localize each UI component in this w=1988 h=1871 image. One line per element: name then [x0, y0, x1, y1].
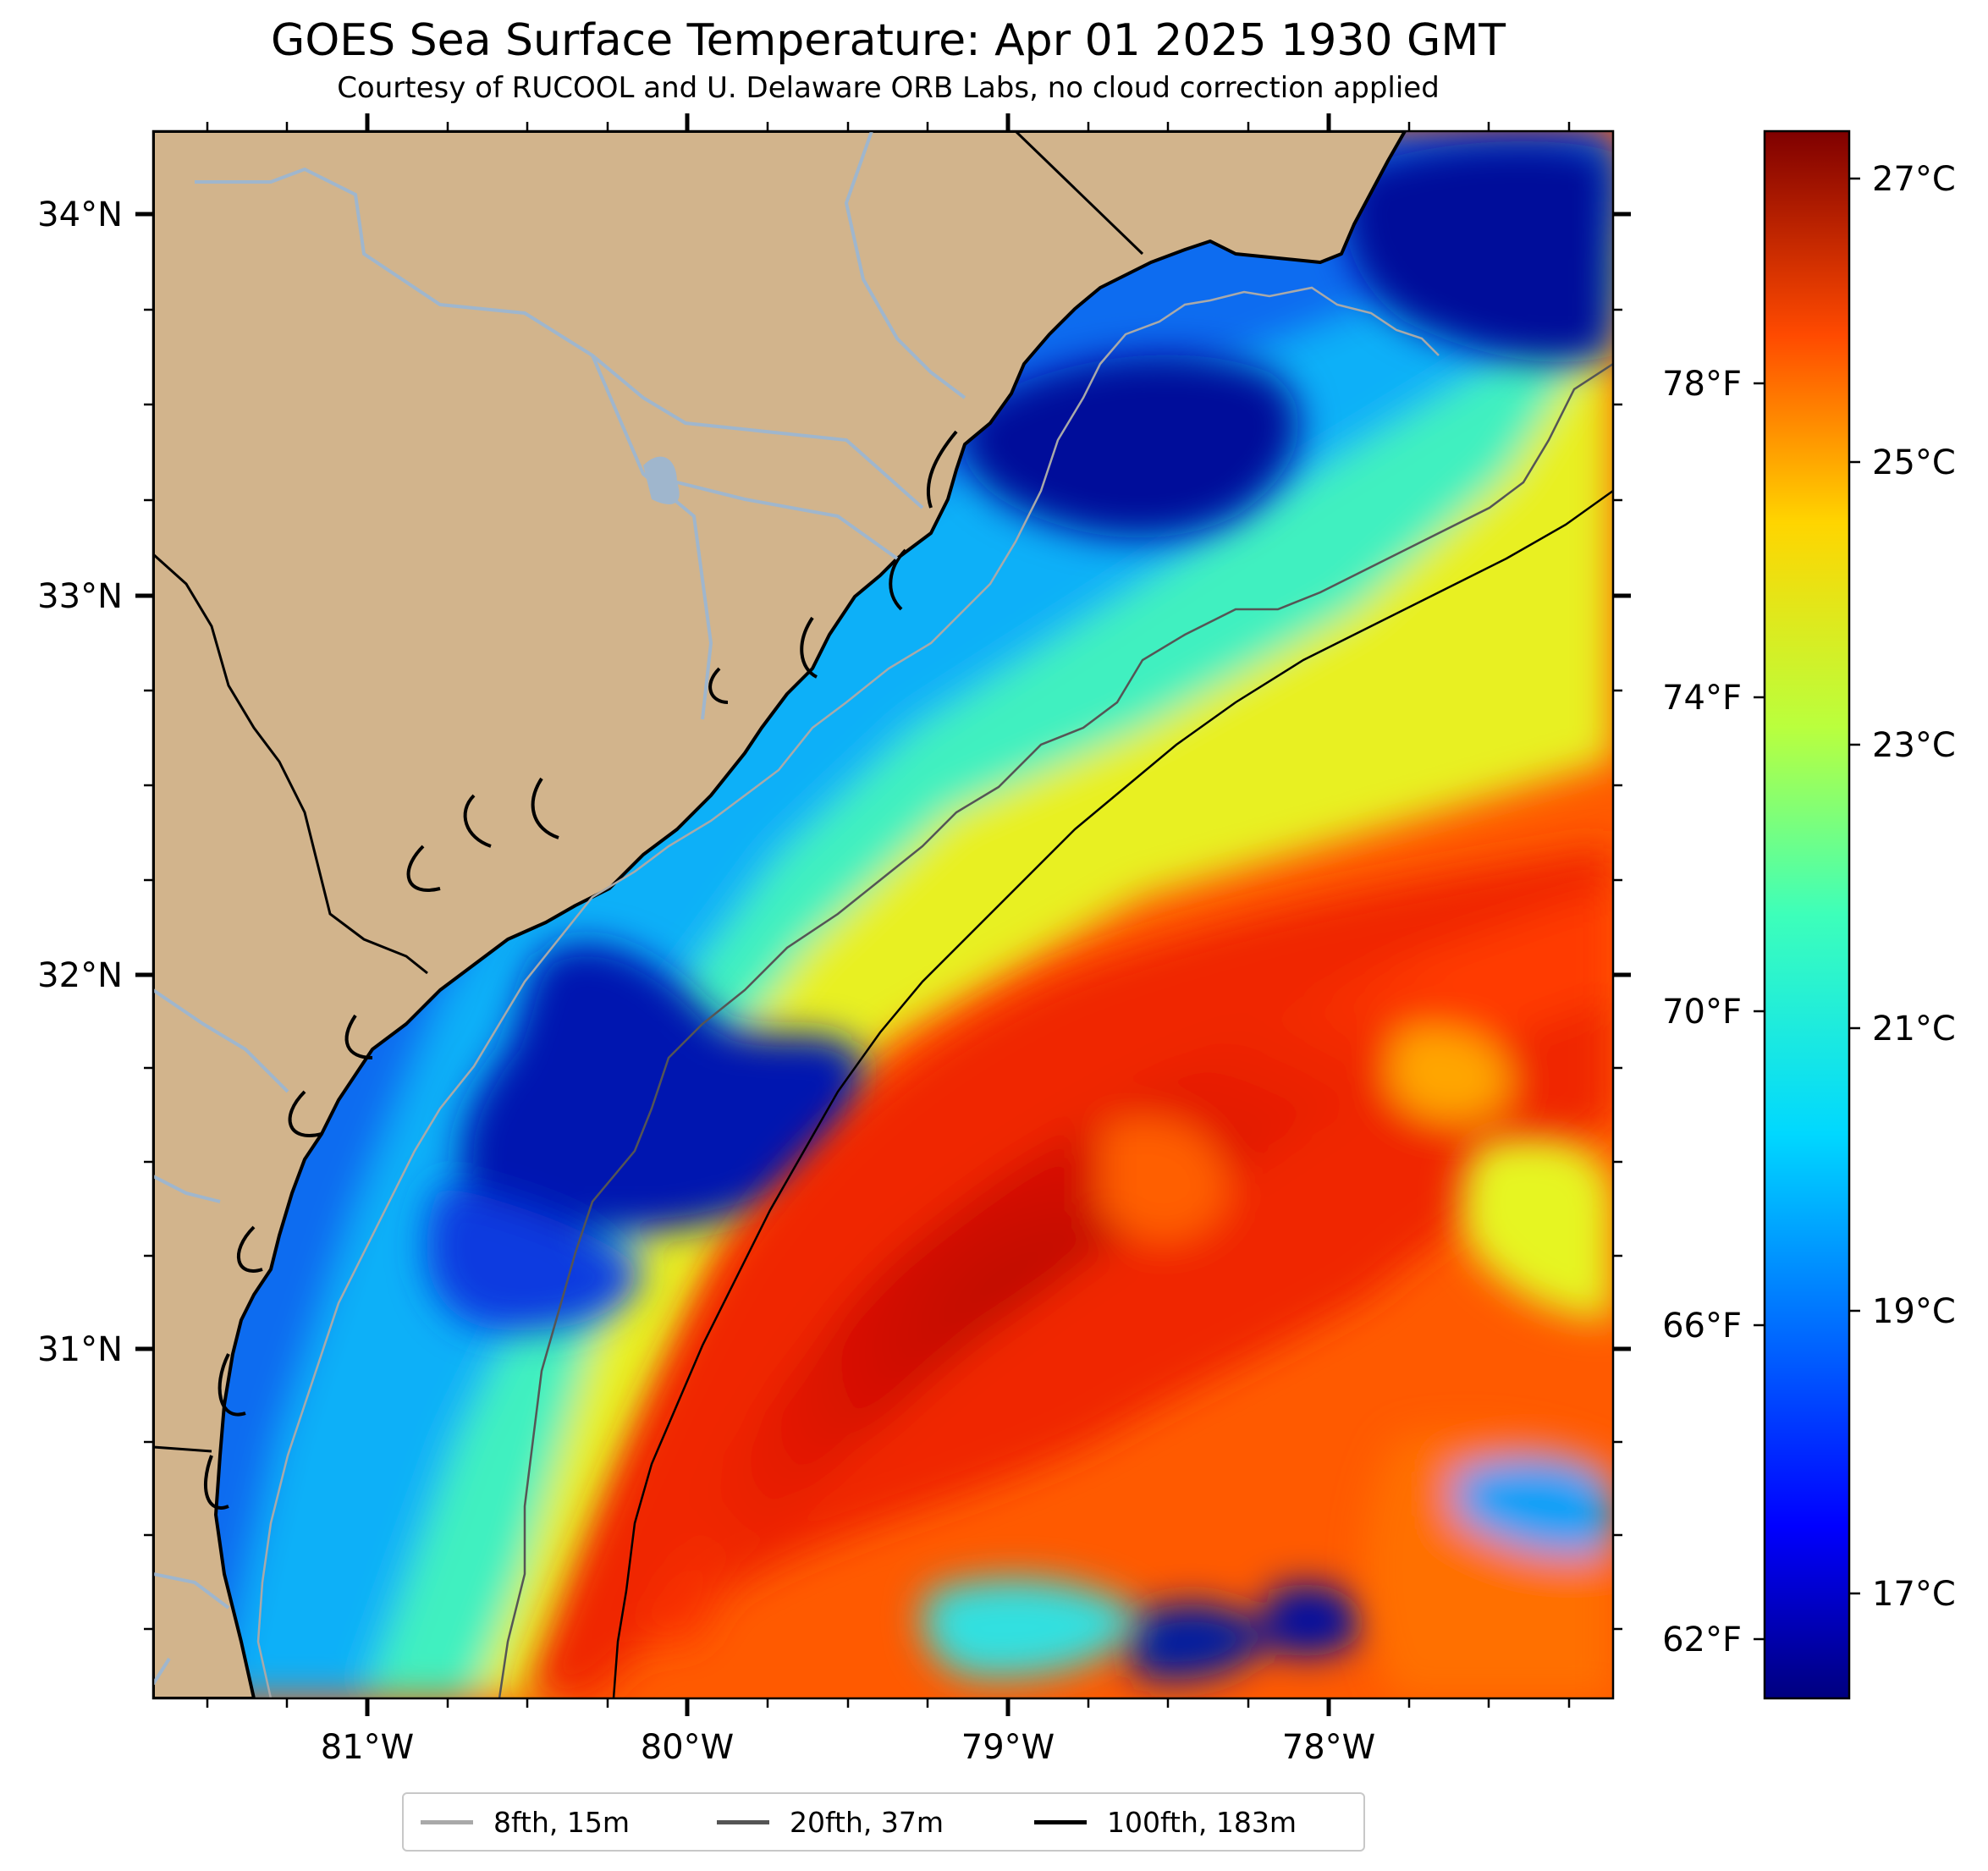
lat-label-31n: 31°N	[37, 1330, 123, 1369]
map-ticks	[135, 113, 1631, 1716]
offshore-features	[922, 1136, 1613, 1698]
lon-label-80w: 80°W	[641, 1728, 734, 1767]
legend-label-8fth: 8fth, 15m	[493, 1805, 631, 1839]
cold-pockets	[426, 140, 1613, 1681]
colorbar-label-21c: 21°C	[1872, 1010, 1956, 1048]
rivers	[153, 131, 966, 1686]
colorbar-label-25c: 25°C	[1872, 443, 1956, 482]
colorbar	[1763, 129, 1851, 1700]
chart-title: GOES Sea Surface Temperature: Apr 01 202…	[271, 15, 1506, 66]
state-boundaries	[153, 131, 1144, 1453]
legend-swatch-20fth	[717, 1819, 769, 1824]
colorbar-fahrenheit-ticks	[1754, 382, 1765, 1641]
isobath-20fth	[498, 362, 1613, 1698]
chart-subtitle: Courtesy of RUCOOL and U. Delaware ORB L…	[337, 71, 1440, 105]
colorbar-celsius-ticks	[1849, 177, 1860, 1595]
lake	[643, 456, 680, 504]
legend-swatch-8fth	[421, 1819, 473, 1824]
lat-label-32n: 32°N	[37, 956, 123, 995]
colorbar-label-66f: 66°F	[1662, 1307, 1742, 1345]
lon-label-81w: 81°W	[321, 1728, 414, 1767]
colorbar-label-62f: 62°F	[1662, 1621, 1742, 1659]
legend-item-8fth: 8fth, 15m	[421, 1794, 630, 1850]
isobath-8fth	[256, 286, 1440, 1698]
isobaths	[256, 286, 1613, 1698]
isobath-100fth	[612, 489, 1613, 1698]
lat-label-34n: 34°N	[37, 195, 123, 234]
map-panel	[153, 131, 1613, 1698]
map-frame	[151, 129, 1615, 1700]
isobath-legend: 8fth, 15m 20fth, 37m 100fth, 183m	[402, 1792, 1365, 1852]
colorbar-label-19c: 19°C	[1872, 1292, 1956, 1331]
legend-item-100fth: 100fth, 183m	[1034, 1794, 1297, 1850]
colorbar-label-70f: 70°F	[1662, 993, 1742, 1032]
lon-label-79w: 79°W	[961, 1728, 1055, 1767]
legend-label-20fth: 20fth, 37m	[790, 1805, 944, 1839]
legend-swatch-100fth	[1034, 1819, 1087, 1824]
lat-label-33n: 33°N	[37, 577, 123, 616]
lon-label-78w: 78°W	[1282, 1728, 1375, 1767]
colorbar-label-74f: 74°F	[1662, 679, 1742, 718]
legend-item-20fth: 20fth, 37m	[717, 1794, 944, 1850]
land-mass	[153, 131, 1407, 1698]
legend-label-100fth: 100fth, 183m	[1107, 1805, 1297, 1839]
colorbar-label-78f: 78°F	[1662, 365, 1742, 404]
colorbar-label-27c: 27°C	[1872, 160, 1956, 199]
colorbar-label-23c: 23°C	[1872, 726, 1956, 765]
coastline-details	[204, 430, 958, 1510]
colorbar-label-17c: 17°C	[1872, 1575, 1956, 1614]
gulf-stream-core	[525, 846, 1613, 1698]
